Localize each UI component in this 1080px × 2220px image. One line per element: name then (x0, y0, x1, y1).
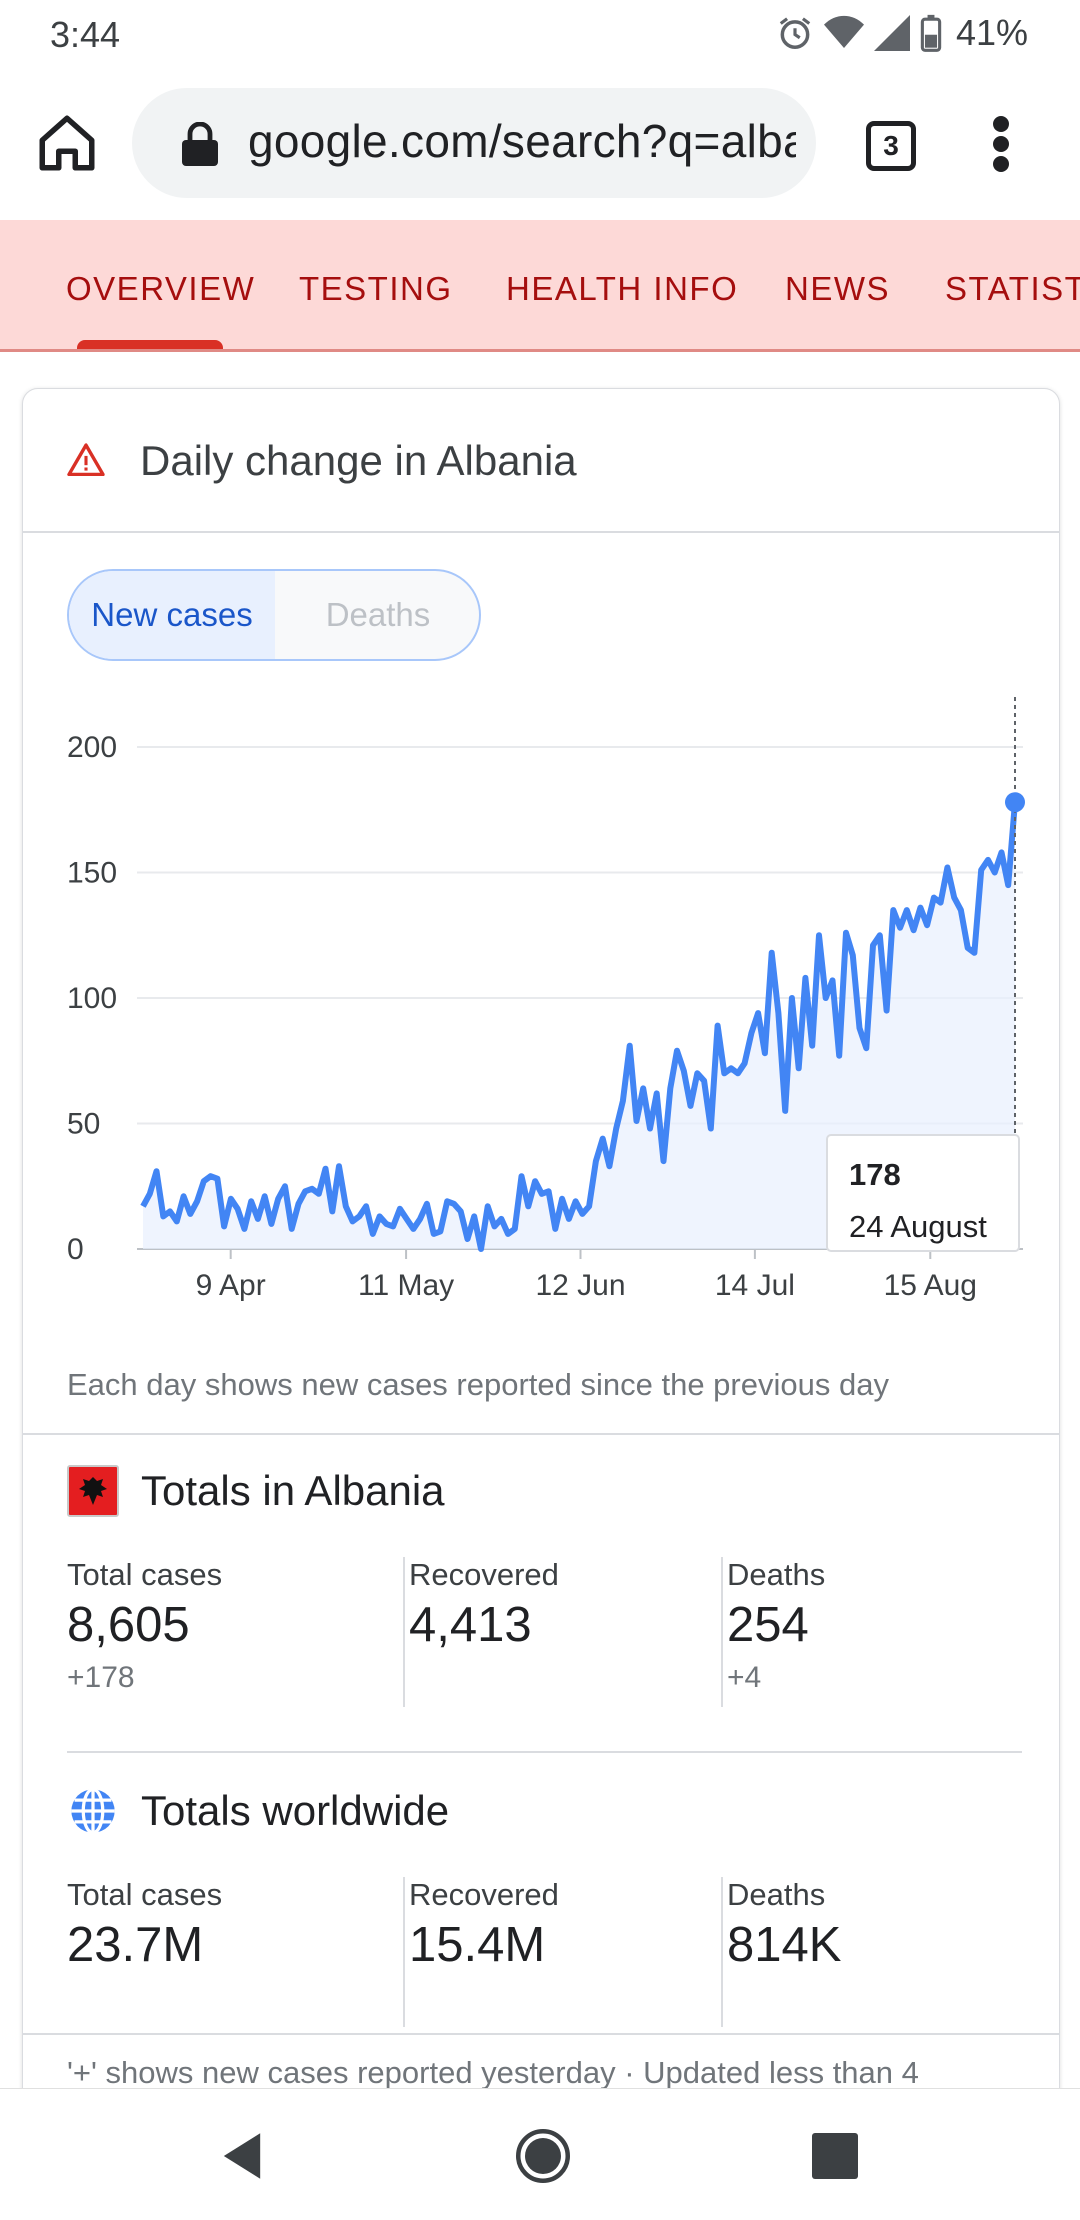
warning-icon (67, 443, 105, 476)
divider (67, 1751, 1022, 1753)
home-icon[interactable] (34, 110, 100, 176)
url-text[interactable]: google.com/search?q=albania (248, 115, 796, 167)
divider (23, 1433, 1059, 1435)
card-title: Daily change in Albania (140, 437, 577, 484)
albania-deaths: Deaths 254 +4 (727, 1557, 825, 1707)
covid-card: Daily change in Albania New cases Deaths… (22, 388, 1060, 2148)
divider (721, 1557, 723, 1707)
albania-totals-title: Totals in Albania (141, 1467, 445, 1514)
browser-toolbar: google.com/search?q=albania 3 (0, 68, 1080, 220)
world-totals-header: Totals worldwide (67, 1785, 449, 1837)
x-tick-label: 9 Apr (196, 1269, 266, 1302)
y-tick-label: 100 (67, 982, 117, 1015)
stat-delta: +178 (67, 1661, 135, 1694)
albania-recovered: Recovered 4,413 (409, 1557, 559, 1707)
stat-value: 4,413 (409, 1598, 532, 1652)
card-header: Daily change in Albania (23, 389, 1059, 533)
series-line-new-cases[interactable] (140, 801, 1018, 1252)
battery-icon (920, 14, 942, 52)
home-nav-icon[interactable] (516, 2129, 570, 2183)
tab-news[interactable]: NEWS (785, 270, 890, 307)
tab-testing[interactable]: TESTING (299, 270, 453, 307)
more-options-icon[interactable] (986, 114, 1016, 174)
divider (403, 1557, 405, 1707)
system-nav-bar (0, 2088, 1080, 2220)
stat-value: 814K (727, 1918, 842, 1972)
stat-label: Total cases (67, 1557, 223, 1592)
status-icons: 41% (776, 12, 1028, 54)
stat-value: 15.4M (409, 1918, 546, 1972)
chart-svg[interactable]: 0 50 100 150 200 9 Apr 11 May 12 Jun 14 Jul 15 A… (23, 689, 1060, 1309)
stat-label: Deaths (727, 1877, 826, 1912)
hover-point[interactable] (1005, 792, 1025, 813)
recents-icon[interactable] (812, 2133, 858, 2179)
divider (403, 1877, 405, 2027)
status-time: 3:44 (50, 14, 121, 55)
alarm-icon (779, 17, 811, 49)
tab-switcher-button[interactable]: 3 (866, 121, 916, 171)
stat-label: Deaths (727, 1557, 826, 1592)
toggle-deaths[interactable]: Deaths (325, 596, 431, 633)
tooltip-box (826, 1134, 1020, 1252)
stat-label: Recovered (409, 1557, 559, 1592)
back-icon[interactable] (218, 2131, 266, 2181)
signal-icon (873, 15, 910, 51)
y-tick-label: 50 (67, 1108, 100, 1141)
series-area (143, 802, 1015, 1249)
lock-icon (182, 122, 218, 166)
metric-toggle: New cases Deaths (67, 569, 481, 661)
world-deaths: Deaths 814K (727, 1877, 841, 2027)
x-tick-label: 11 May (358, 1269, 454, 1302)
stat-value: 254 (727, 1598, 809, 1652)
stat-label: Recovered (409, 1877, 559, 1912)
globe-icon (71, 1787, 115, 1835)
albania-flag-icon (67, 1465, 119, 1517)
x-tick-label: 14 Jul (715, 1269, 795, 1302)
address-bar[interactable]: google.com/search?q=albania (132, 88, 816, 198)
tooltip-date: 24 August (849, 1209, 987, 1244)
status-bar: 3:44 41% (0, 0, 1080, 68)
y-tick-label: 0 (67, 1233, 84, 1266)
y-tick-label: 150 (67, 857, 117, 890)
topic-tabs: OVERVIEW TESTING HEALTH INFO NEWS STATIS… (0, 220, 1080, 352)
divider (23, 2033, 1059, 2035)
world-total-cases: Total cases 23.7M (67, 1877, 222, 2027)
tab-overview[interactable]: OVERVIEW (66, 270, 256, 307)
stat-value: 8,605 (67, 1598, 190, 1652)
stat-delta: +4 (727, 1661, 762, 1694)
albania-stats: Total cases 8,605 +178 Recovered 4,413 D… (67, 1557, 1022, 1707)
world-stats: Total cases 23.7M Recovered 15.4M Deaths… (67, 1877, 1022, 2027)
daily-change-chart[interactable]: 0 50 100 150 200 9 Apr 11 May 12 Jun 14 Jul 15 A… (23, 689, 1060, 1309)
stat-label: Total cases (67, 1877, 223, 1912)
tooltip-value: 178 (849, 1157, 901, 1192)
battery-percent: 41% (955, 12, 1028, 53)
update-footnote: '+' shows new cases reported yesterday ·… (67, 2055, 919, 2090)
world-recovered: Recovered 15.4M (409, 1877, 559, 2027)
x-tick-label: 12 Jun (535, 1269, 625, 1302)
y-tick-label: 200 (67, 731, 117, 764)
divider (721, 1877, 723, 2027)
world-totals-title: Totals worldwide (141, 1787, 450, 1834)
wifi-icon (823, 15, 864, 48)
albania-totals-header: Totals in Albania (67, 1465, 445, 1517)
albania-total-cases: Total cases 8,605 +178 (67, 1557, 222, 1707)
stat-value: 23.7M (67, 1918, 204, 1972)
toggle-new-cases[interactable]: New cases (69, 571, 275, 659)
tab-statistics[interactable]: STATISTICS (945, 270, 1080, 307)
chart-note: Each day shows new cases reported since … (67, 1367, 889, 1402)
x-tick-label: 15 Aug (884, 1269, 977, 1302)
tab-health-info[interactable]: HEALTH INFO (506, 270, 739, 307)
active-tab-indicator (77, 340, 223, 349)
